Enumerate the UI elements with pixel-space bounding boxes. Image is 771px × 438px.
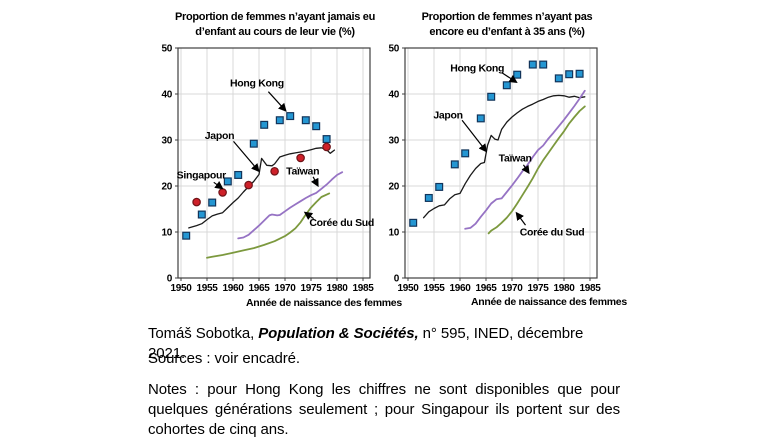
svg-text:0: 0 [167,274,173,285]
svg-text:Hong Kong: Hong Kong [230,77,284,89]
attribution-line: Tomáš Sobotka, Population & Sociétés, n°… [148,324,620,364]
svg-text:40: 40 [388,90,399,101]
svg-text:1985: 1985 [352,283,374,294]
attribution-rest: n° 595, INED, décembre 2021. [148,325,584,362]
right-chart-xaxis-label: Année de naissance des femmes [471,296,627,308]
right-chart-title: Proportion de femmes n’ayant pas encore … [392,10,622,40]
svg-text:Singapour: Singapour [177,169,226,181]
svg-text:10: 10 [161,228,172,239]
svg-text:1980: 1980 [326,283,348,294]
svg-text:Corée du Sud: Corée du Sud [520,227,585,239]
svg-text:40: 40 [161,90,172,101]
attribution-author: Tomáš Sobotka, [148,325,255,342]
svg-text:Japon: Japon [433,110,462,122]
svg-text:1950: 1950 [170,283,192,294]
svg-text:10: 10 [388,228,399,239]
svg-text:30: 30 [388,136,399,147]
left-chart-plot: 1950 1955 1960 1965 1970 1975 1980 1985 0 10 20 30 4… [161,44,374,295]
right-chart-title-line1: Proportion de femmes n’ayant pas [421,11,593,23]
right-chart-plot: 1950 1955 1960 1965 1970 1975 1980 1985 0 10 20 30 4… [388,44,601,295]
svg-text:1975: 1975 [527,283,549,294]
svg-text:Hong Kong: Hong Kong [450,62,504,74]
right-chart-title-line2: encore eu d’enfant à 35 ans (%) [429,26,585,38]
svg-text:1950: 1950 [397,283,419,294]
svg-text:1970: 1970 [274,283,296,294]
left-chart-title-line2: d’enfant au cours de leur vie (%) [195,26,355,38]
svg-text:Taïwan: Taïwan [499,152,532,164]
svg-text:50: 50 [161,44,172,55]
svg-text:1955: 1955 [423,283,445,294]
svg-text:20: 20 [161,182,172,193]
left-chart-xaxis-label: Année de naissance des femmes [246,297,402,309]
svg-text:1960: 1960 [449,283,471,294]
sources-line: Sources : voir encadré. [148,350,300,367]
svg-text:Taïwan: Taïwan [286,165,319,177]
svg-text:1955: 1955 [196,283,218,294]
svg-text:1960: 1960 [222,283,244,294]
left-chart-title: Proportion de femmes n’ayant jamais eu d… [150,10,400,40]
svg-text:0: 0 [394,274,400,285]
notes-paragraph: Notes : pour Hong Kong les chiffres ne s… [148,381,620,438]
svg-text:1970: 1970 [501,283,523,294]
svg-text:Japon: Japon [205,130,234,142]
svg-text:30: 30 [161,136,172,147]
left-chart-title-line1: Proportion de femmes n’ayant jamais eu [174,11,376,23]
svg-text:1965: 1965 [248,283,270,294]
svg-text:50: 50 [388,44,399,55]
svg-text:1985: 1985 [579,283,601,294]
svg-text:20: 20 [388,182,399,193]
svg-text:1975: 1975 [300,283,322,294]
svg-text:Corée du Sud: Corée du Sud [309,217,374,229]
attribution-journal: Population & Sociétés, [254,325,419,342]
svg-text:1980: 1980 [553,283,575,294]
svg-text:1965: 1965 [475,283,497,294]
